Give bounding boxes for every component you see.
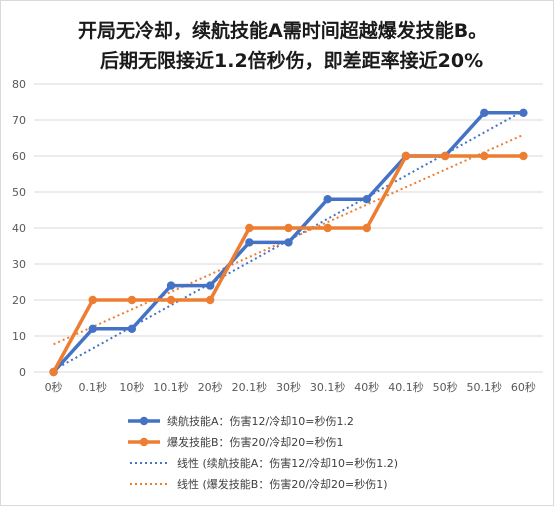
data-point-b <box>323 223 332 233</box>
data-point-a <box>480 108 489 118</box>
data-point-a <box>166 281 176 290</box>
x-tick-label: 10秒 <box>119 380 144 394</box>
y-tick-label: 30 <box>12 258 26 271</box>
y-tick-label: 20 <box>12 294 26 307</box>
data-point-b <box>480 151 489 161</box>
x-tick-label: 60秒 <box>511 380 536 394</box>
data-point-a <box>88 324 97 333</box>
x-tick-label: 40秒 <box>354 380 379 394</box>
chart-title-line-1: 开局无冷却，续航技能A需时间超越爆发技能B。 <box>78 20 488 42</box>
data-point-a <box>245 238 254 247</box>
x-tick-label: 20秒 <box>198 380 223 394</box>
data-point-a <box>519 108 528 118</box>
y-tick-label: 60 <box>12 150 26 163</box>
trendline-b <box>53 133 524 346</box>
legend-label-trend-a: 线性 (续航技能A：伤害12/冷却10=秒伤1.2) <box>177 456 398 470</box>
x-tick-label: 50.1秒 <box>467 380 503 394</box>
legend-marker-series-a <box>139 416 149 426</box>
data-point-a <box>284 238 293 247</box>
x-tick-label: 30秒 <box>276 380 301 394</box>
x-tick-label: 0秒 <box>45 380 63 394</box>
x-tick-label: 30.1秒 <box>310 380 346 394</box>
data-point-b <box>519 151 528 161</box>
y-tick-label: 80 <box>12 78 26 91</box>
legend-label-series-a: 续航技能A：伤害12/冷却10=秒伤1.2 <box>167 414 354 428</box>
x-tick-label: 0.1秒 <box>78 380 107 394</box>
data-point-b <box>284 223 293 233</box>
legend-label-series-b: 爆发技能B：伤害20/冷却20=秒伤1 <box>167 435 343 449</box>
x-tick-label: 50秒 <box>433 380 458 394</box>
x-tick-label: 40.1秒 <box>388 380 424 394</box>
y-tick-label: 50 <box>12 186 26 199</box>
data-point-a <box>127 324 137 333</box>
data-point-b <box>88 295 97 305</box>
data-point-b <box>166 295 176 305</box>
data-point-b <box>245 223 254 233</box>
legend-label-trend-b: 线性 (爆发技能B：伤害20/冷却20=秒伤1) <box>177 477 388 491</box>
data-point-b <box>49 367 58 377</box>
data-point-b <box>205 295 215 305</box>
y-tick-label: 70 <box>12 114 26 127</box>
data-point-b <box>362 223 372 233</box>
data-point-b <box>127 295 137 305</box>
x-tick-label: 10.1秒 <box>153 380 189 394</box>
data-point-b <box>440 151 450 161</box>
data-point-a <box>205 281 215 290</box>
data-point-a <box>362 195 372 204</box>
data-point-a <box>323 195 332 204</box>
x-tick-label: 20.1秒 <box>232 380 268 394</box>
y-tick-label: 10 <box>12 330 26 343</box>
legend-marker-series-b <box>139 437 149 447</box>
data-point-b <box>401 151 411 161</box>
y-tick-label: 40 <box>12 222 26 235</box>
y-tick-label: 0 <box>19 366 26 379</box>
chart-title-line-2: 后期无限接近1.2倍秒伤，即差距率接近20% <box>100 50 484 72</box>
